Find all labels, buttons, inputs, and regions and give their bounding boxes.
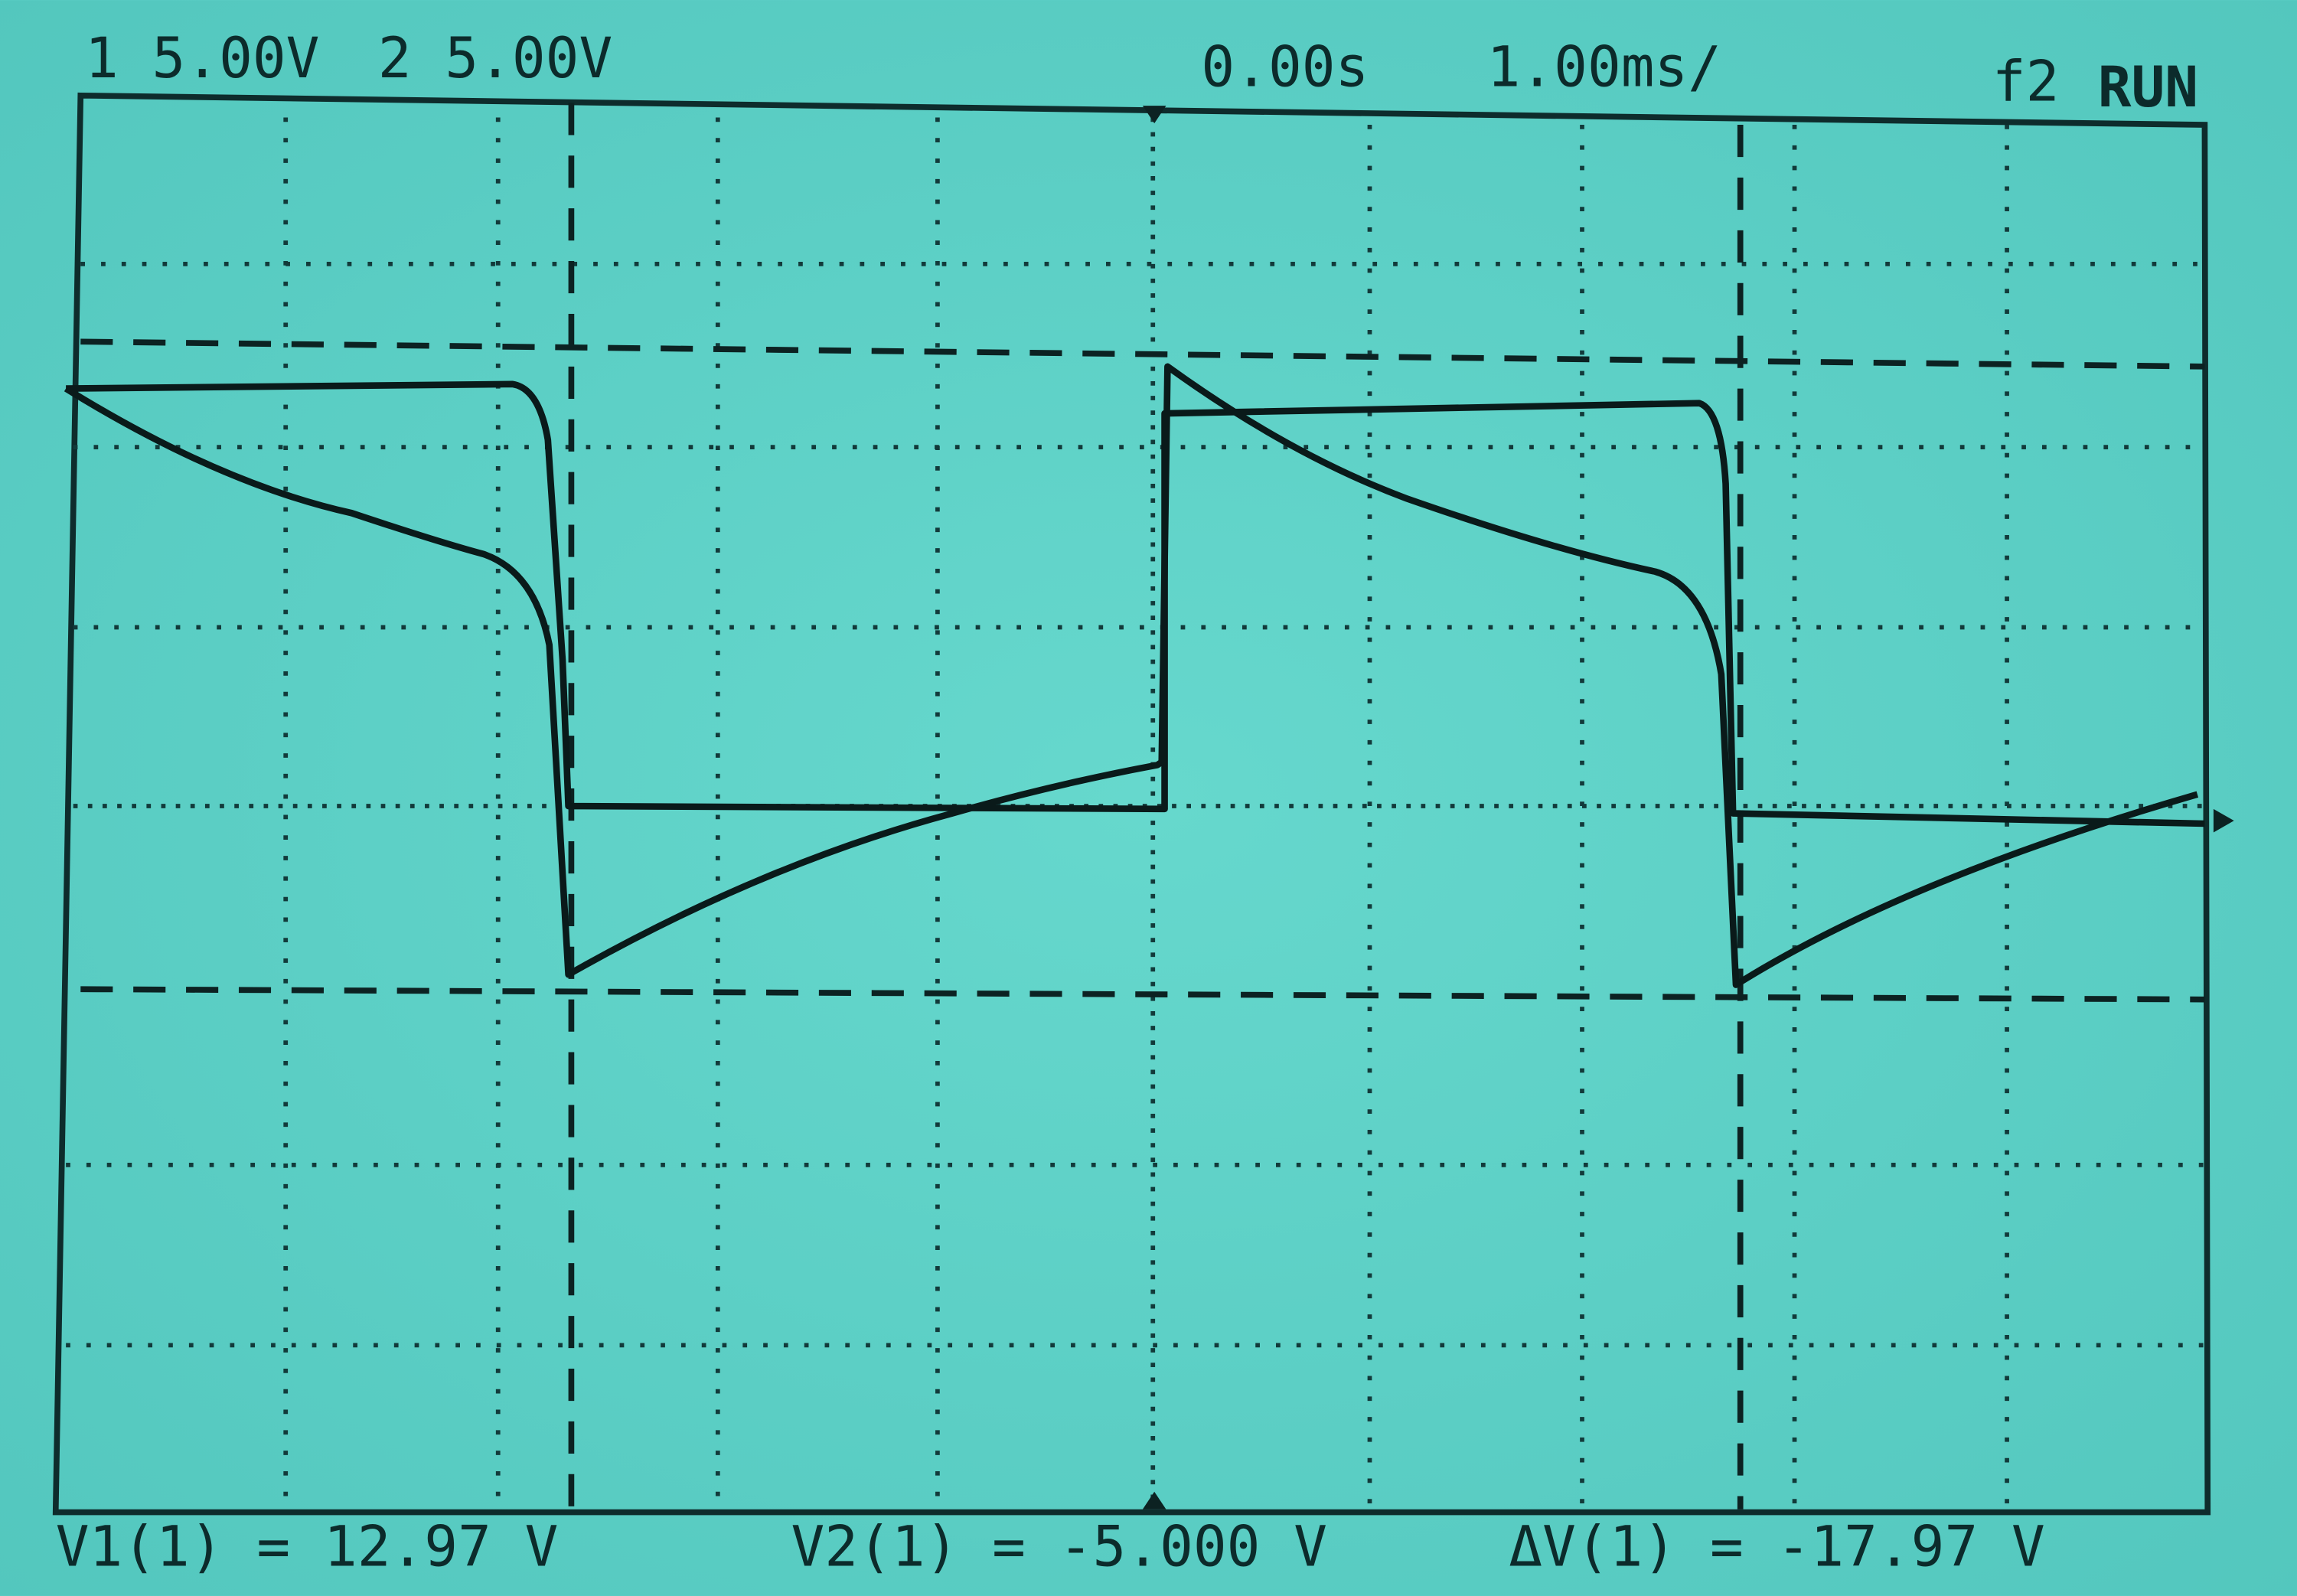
channel-1-scale: 1 5.00V (85, 26, 319, 91)
time-per-division: 1.00ms/ (1487, 34, 1721, 100)
cursor-v1: V1(1) = 12.97 V (56, 1514, 559, 1579)
trigger-time: 0.00s (1201, 34, 1369, 100)
cursor-v2: V2(1) = -5.000 V (791, 1514, 1327, 1579)
graticule-border (52, 92, 2211, 1516)
trigger-source: f2 (1992, 49, 2060, 114)
channel-2-scale: 2 5.00V (378, 26, 612, 91)
channel-2-trace (64, 363, 2199, 988)
graticule (66, 117, 2205, 1510)
run-status: RUN (2098, 55, 2198, 120)
cursor-delta-v: ΔV(1) = -17.97 V (1509, 1514, 2045, 1579)
